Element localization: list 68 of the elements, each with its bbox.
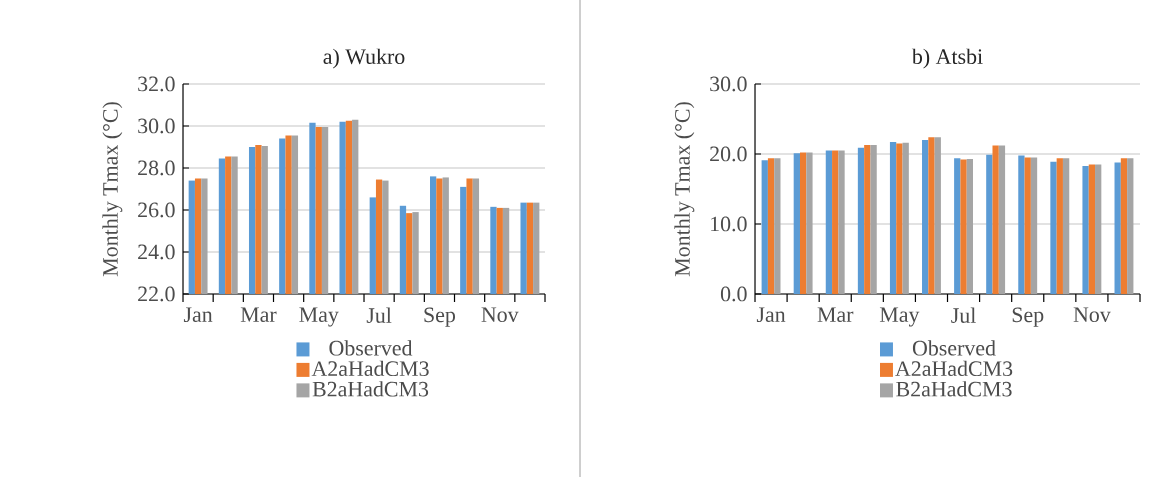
bar — [761, 160, 768, 294]
bar — [928, 137, 935, 294]
x-tick-label: Jan — [183, 307, 213, 323]
legend-label: Observed — [912, 340, 996, 356]
legend-label: B2aHadCM3 — [896, 381, 1012, 397]
bar — [1050, 161, 1057, 294]
chart-title: a) Wukro — [323, 48, 405, 69]
bar — [966, 158, 973, 294]
bar — [1030, 157, 1038, 294]
x-tick-label: May — [879, 307, 920, 327]
bar — [1056, 158, 1063, 294]
x-tick-label: Mar — [817, 307, 854, 323]
bar — [864, 144, 871, 294]
x-tick-label: Jul — [951, 307, 976, 323]
bar — [1120, 158, 1128, 294]
bar — [857, 147, 865, 294]
x-tick-label: Jan — [756, 307, 786, 323]
y-tick-label: 30.0 — [710, 76, 747, 92]
bar — [1088, 164, 1096, 294]
x-tick-label: Nov — [481, 307, 519, 323]
bar — [799, 152, 807, 294]
bar — [998, 145, 1006, 294]
bar — [960, 159, 967, 294]
x-tick-label: May — [299, 307, 339, 327]
bar — [934, 137, 941, 294]
bar — [825, 150, 833, 294]
bar — [922, 139, 929, 294]
bar — [992, 145, 999, 294]
x-tick-label: Sep — [424, 307, 456, 327]
y-tick-label: 10.0 — [711, 216, 747, 232]
bar — [902, 142, 909, 294]
bar — [1062, 158, 1070, 294]
chart-title: b) Atsbi — [911, 48, 983, 69]
bar — [1024, 157, 1031, 294]
bar — [954, 158, 961, 294]
bar — [838, 150, 845, 294]
x-tick-label: Sep — [1012, 307, 1044, 327]
bar — [1095, 164, 1102, 294]
y-tick-label: 26.0 — [138, 202, 175, 218]
legend-label: A2aHadCM3 — [311, 360, 429, 377]
bar — [774, 158, 781, 294]
y-tick-label: 32.0 — [138, 76, 175, 92]
y-tick-label: 28.0 — [138, 160, 175, 176]
bar — [767, 158, 775, 294]
y-axis-title: Monthly Tmax (°C) — [674, 102, 695, 277]
legend-label: Observed — [329, 340, 413, 356]
bar — [793, 153, 800, 294]
y-tick-label: 0.0 — [720, 286, 747, 302]
y-tick-label: 24.0 — [138, 244, 175, 260]
bar — [1114, 162, 1121, 294]
y-tick-label: 30.0 — [138, 118, 175, 134]
legend-label: A2aHadCM3 — [895, 360, 1013, 377]
x-tick-label: Jul — [366, 307, 392, 323]
bar — [832, 150, 839, 294]
bar — [889, 142, 897, 294]
bar — [1082, 165, 1089, 294]
y-axis-title: Monthly Tmax (°C) — [102, 102, 123, 277]
bar — [986, 154, 993, 294]
bar — [870, 144, 877, 294]
legend-label: B2aHadCM3 — [312, 381, 429, 397]
bar — [896, 143, 903, 294]
bar — [1018, 155, 1025, 294]
bar — [1127, 158, 1134, 294]
y-tick-label: 20.0 — [710, 146, 747, 162]
bar — [806, 152, 813, 294]
x-tick-label: Nov — [1073, 307, 1111, 323]
x-tick-label: Mar — [240, 307, 277, 323]
y-tick-label: 22.0 — [138, 286, 175, 302]
